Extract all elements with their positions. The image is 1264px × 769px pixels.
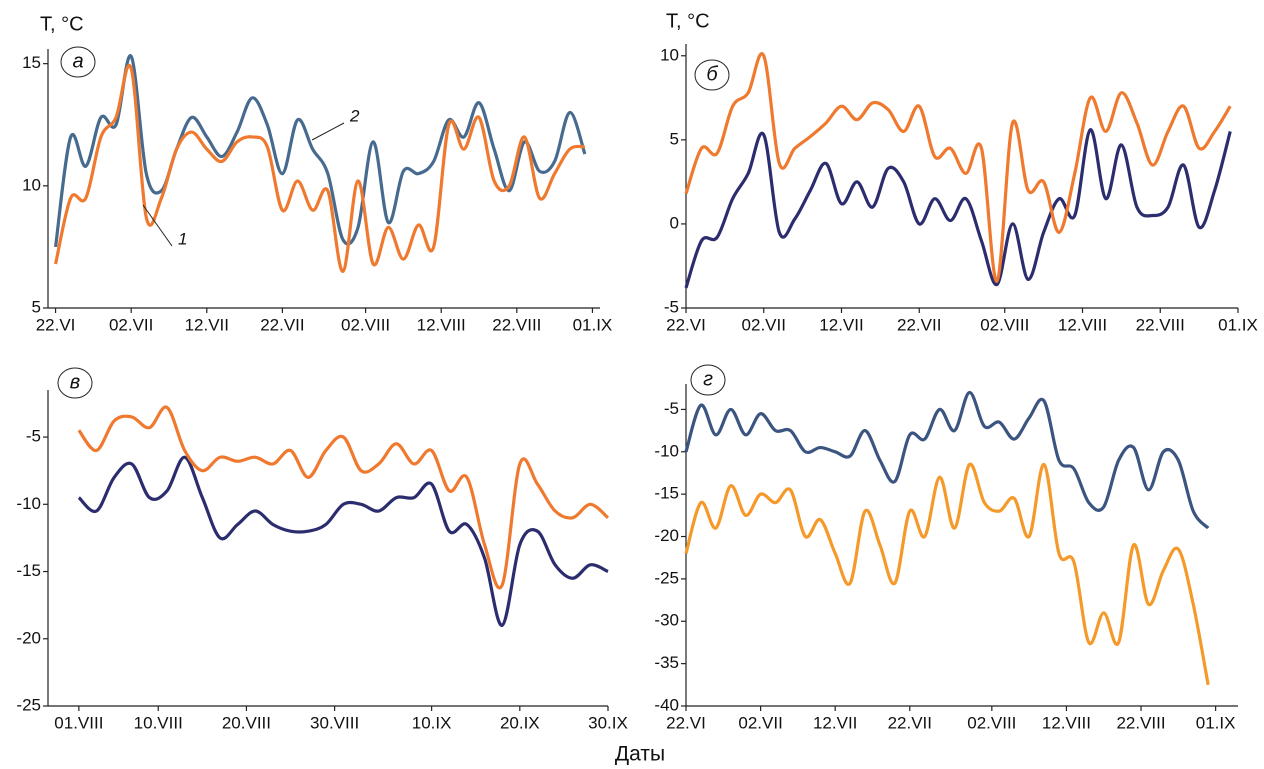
y-tick-label: 5 bbox=[670, 129, 679, 148]
y-tick-label: -5 bbox=[664, 399, 679, 418]
x-tick-label: 12.VIII bbox=[1058, 315, 1107, 334]
x-axis-label: Даты bbox=[615, 743, 665, 766]
x-tick-label: 02.VII bbox=[738, 713, 782, 732]
y-tick-label: 0 bbox=[670, 213, 679, 232]
x-tick-label: 22.VII bbox=[888, 713, 932, 732]
x-tick-label: 01.IX bbox=[1218, 315, 1258, 334]
y-tick-label: -10 bbox=[16, 494, 41, 513]
x-tick-label: 10.VIII bbox=[134, 713, 183, 732]
x-tick-label: 22.VII bbox=[260, 315, 304, 334]
x-tick-label: 12.VII bbox=[819, 315, 863, 334]
x-tick-label: 02.VIII bbox=[341, 315, 390, 334]
y-tick-label: -40 bbox=[654, 695, 679, 714]
x-tick-label: 12.VIII bbox=[417, 315, 466, 334]
annotation-leader bbox=[142, 204, 173, 247]
y-axis-label: T, °C bbox=[40, 13, 84, 35]
x-tick-label: 02.VII bbox=[109, 315, 153, 334]
x-tick-label: 22.VI bbox=[666, 713, 706, 732]
y-tick-label: 10 bbox=[660, 45, 679, 64]
y-tick-label: -35 bbox=[654, 653, 679, 672]
x-tick-label: 02.VIII bbox=[967, 713, 1016, 732]
panel-label-circle bbox=[60, 46, 96, 78]
line-series bbox=[684, 128, 1232, 289]
y-tick-label: -10 bbox=[654, 441, 679, 460]
x-tick-label: 20.IX bbox=[500, 713, 540, 732]
x-tick-label: 22.VI bbox=[666, 315, 706, 334]
x-tick-label: 30.VIII bbox=[310, 713, 359, 732]
x-tick-label: 12.VII bbox=[813, 713, 857, 732]
y-tick-label: -20 bbox=[654, 526, 679, 545]
panel-label-circle bbox=[694, 59, 730, 91]
x-tick-label: 22.VI bbox=[36, 315, 76, 334]
panel-label: б bbox=[706, 63, 718, 85]
x-tick-label: 22.VIII bbox=[1116, 713, 1165, 732]
panel-label: г bbox=[703, 368, 713, 390]
y-tick-label: -25 bbox=[16, 695, 41, 714]
x-tick-label: 02.VIII bbox=[980, 315, 1029, 334]
x-tick-label: 10.IX bbox=[412, 713, 452, 732]
x-tick-label: 01.IX bbox=[1196, 713, 1236, 732]
y-tick-label: -5 bbox=[26, 427, 41, 446]
y-tick-label: -30 bbox=[654, 611, 679, 630]
y-tick-label: -25 bbox=[654, 568, 679, 587]
panel-label-circle bbox=[57, 367, 93, 399]
x-tick-label: 20.VIII bbox=[222, 713, 271, 732]
y-tick-label: -5 bbox=[664, 297, 679, 316]
annotation-leader bbox=[311, 122, 345, 141]
line-series bbox=[684, 462, 1210, 686]
series-annotation: 2 bbox=[349, 106, 360, 125]
y-tick-label: -15 bbox=[654, 484, 679, 503]
line-series bbox=[684, 52, 1232, 283]
panel-label: а bbox=[72, 50, 83, 72]
x-tick-label: 30.IX bbox=[588, 713, 628, 732]
panel-label: в bbox=[70, 371, 80, 393]
x-tick-label: 22.VII bbox=[897, 315, 941, 334]
line-series bbox=[77, 405, 610, 590]
x-tick-label: 01.VIII bbox=[54, 713, 103, 732]
line-series bbox=[53, 54, 587, 248]
y-tick-label: 10 bbox=[22, 175, 41, 194]
x-tick-label: 22.VIII bbox=[1136, 315, 1185, 334]
panel-label-circle bbox=[690, 364, 726, 396]
x-tick-label: 12.VII bbox=[185, 315, 229, 334]
y-tick-label: -20 bbox=[16, 628, 41, 647]
x-tick-label: 12.VIII bbox=[1042, 713, 1091, 732]
line-series bbox=[54, 63, 586, 273]
x-tick-label: 02.VII bbox=[742, 315, 786, 334]
x-tick-label: 01.IX bbox=[573, 315, 613, 334]
y-axis-label: T, °C bbox=[666, 10, 710, 32]
y-tick-label: 15 bbox=[22, 53, 41, 72]
y-tick-label: 5 bbox=[32, 297, 41, 316]
y-tick-label: -15 bbox=[16, 561, 41, 580]
x-tick-label: 22.VIII bbox=[492, 315, 541, 334]
line-series bbox=[684, 390, 1210, 530]
line-series bbox=[77, 455, 609, 627]
series-annotation: 1 bbox=[178, 229, 187, 248]
